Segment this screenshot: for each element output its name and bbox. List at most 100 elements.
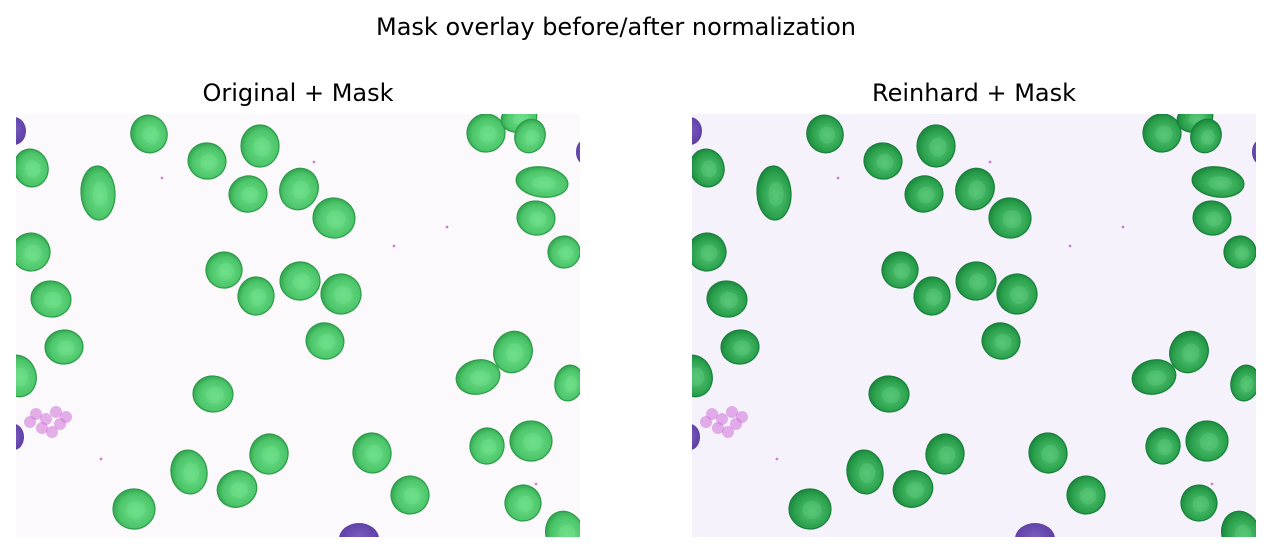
platelet-cluster [24, 416, 36, 428]
platelet-cluster [36, 422, 48, 434]
masked-cell [228, 175, 268, 213]
debris-speck [534, 482, 538, 486]
platelet-cluster [716, 413, 728, 425]
masked-cell [16, 232, 51, 272]
platelet-cluster [60, 411, 72, 423]
stained-nucleus [692, 117, 702, 145]
masked-cell [1221, 510, 1256, 537]
masked-cell [545, 510, 580, 537]
debris-speck [312, 160, 316, 164]
debris-speck [1210, 482, 1214, 486]
masked-cell [981, 322, 1021, 360]
masked-cell [1223, 235, 1256, 269]
masked-cell [868, 375, 910, 413]
masked-cell [806, 114, 844, 154]
platelet-cluster [40, 413, 52, 425]
masked-cell [16, 148, 49, 188]
masked-cell [320, 273, 362, 315]
masked-cell [469, 427, 505, 465]
masked-cell [692, 354, 713, 398]
stained-nucleus [576, 141, 580, 163]
masked-cell [996, 273, 1038, 315]
masked-cell [720, 329, 760, 365]
stained-nucleus [1015, 523, 1055, 537]
masked-cell [1028, 432, 1068, 474]
masked-cell [112, 488, 156, 530]
masked-cell [1191, 166, 1245, 198]
masked-cell [455, 359, 501, 395]
masked-cell [904, 175, 944, 213]
masked-cell [30, 280, 72, 318]
masked-cell [955, 167, 995, 211]
masked-cell [692, 148, 725, 188]
masked-cell [493, 330, 533, 374]
debris-speck [160, 176, 164, 180]
masked-cell [1230, 364, 1256, 402]
masked-cell [312, 197, 356, 239]
masked-cell [1142, 114, 1182, 153]
platelet-cluster [50, 406, 62, 418]
masked-cell [279, 261, 321, 301]
original-mask-image [16, 114, 580, 537]
masked-cell [547, 235, 580, 269]
masked-cell [240, 124, 280, 168]
masked-cell [205, 251, 243, 289]
masked-cell [881, 251, 919, 289]
masked-cell [925, 433, 965, 475]
image-panel-original [16, 114, 580, 537]
stained-nucleus [339, 523, 379, 537]
reinhard-mask-image [692, 114, 1256, 537]
masked-cell [892, 470, 934, 508]
image-panel-reinhard [692, 114, 1256, 537]
masked-cell [554, 364, 580, 402]
platelet-cluster [736, 411, 748, 423]
masked-cell [352, 432, 392, 474]
masked-cell [516, 200, 556, 236]
masked-cell [706, 280, 748, 318]
masked-cell [130, 114, 168, 154]
masked-cell [170, 449, 208, 495]
masked-cell [279, 167, 319, 211]
platelet-cluster [700, 416, 712, 428]
debris-speck [1068, 244, 1072, 248]
masked-cell [916, 124, 956, 168]
masked-cell [192, 375, 234, 413]
masked-cell [692, 232, 727, 272]
panel-title-original: Original + Mask [202, 79, 394, 107]
debris-speck [836, 176, 840, 180]
masked-cell [1145, 427, 1181, 465]
debris-speck [392, 244, 396, 248]
stained-nucleus [1252, 141, 1256, 163]
debris-speck [445, 225, 449, 229]
platelet-cluster [46, 426, 58, 438]
stained-nucleus [692, 424, 700, 450]
masked-cell [80, 165, 116, 221]
masked-cell [1185, 420, 1229, 462]
stained-nucleus [16, 117, 26, 145]
panel-title-reinhard: Reinhard + Mask [871, 79, 1077, 107]
debris-speck [99, 457, 103, 461]
masked-cell [509, 420, 553, 462]
masked-cell [216, 470, 258, 508]
debris-speck [775, 457, 779, 461]
masked-cell [1192, 200, 1232, 236]
figure-title: Mask overlay before/after normalization [376, 13, 856, 41]
masked-cell [466, 114, 506, 153]
platelet-cluster [712, 422, 724, 434]
masked-cell [846, 449, 884, 495]
masked-cell [514, 118, 546, 154]
debris-speck [988, 160, 992, 164]
masked-cell [515, 166, 569, 198]
masked-cell [988, 197, 1032, 239]
masked-cell [955, 261, 997, 301]
masked-cell [756, 165, 792, 221]
masked-cell [1131, 359, 1177, 395]
masked-cell [788, 488, 832, 530]
masked-cell [187, 142, 227, 180]
masked-cell [863, 142, 903, 180]
masked-cell [1066, 475, 1106, 515]
masked-cell [1180, 484, 1218, 522]
masked-cell [305, 322, 345, 360]
masked-cell [237, 276, 275, 316]
masked-cell [44, 329, 84, 365]
